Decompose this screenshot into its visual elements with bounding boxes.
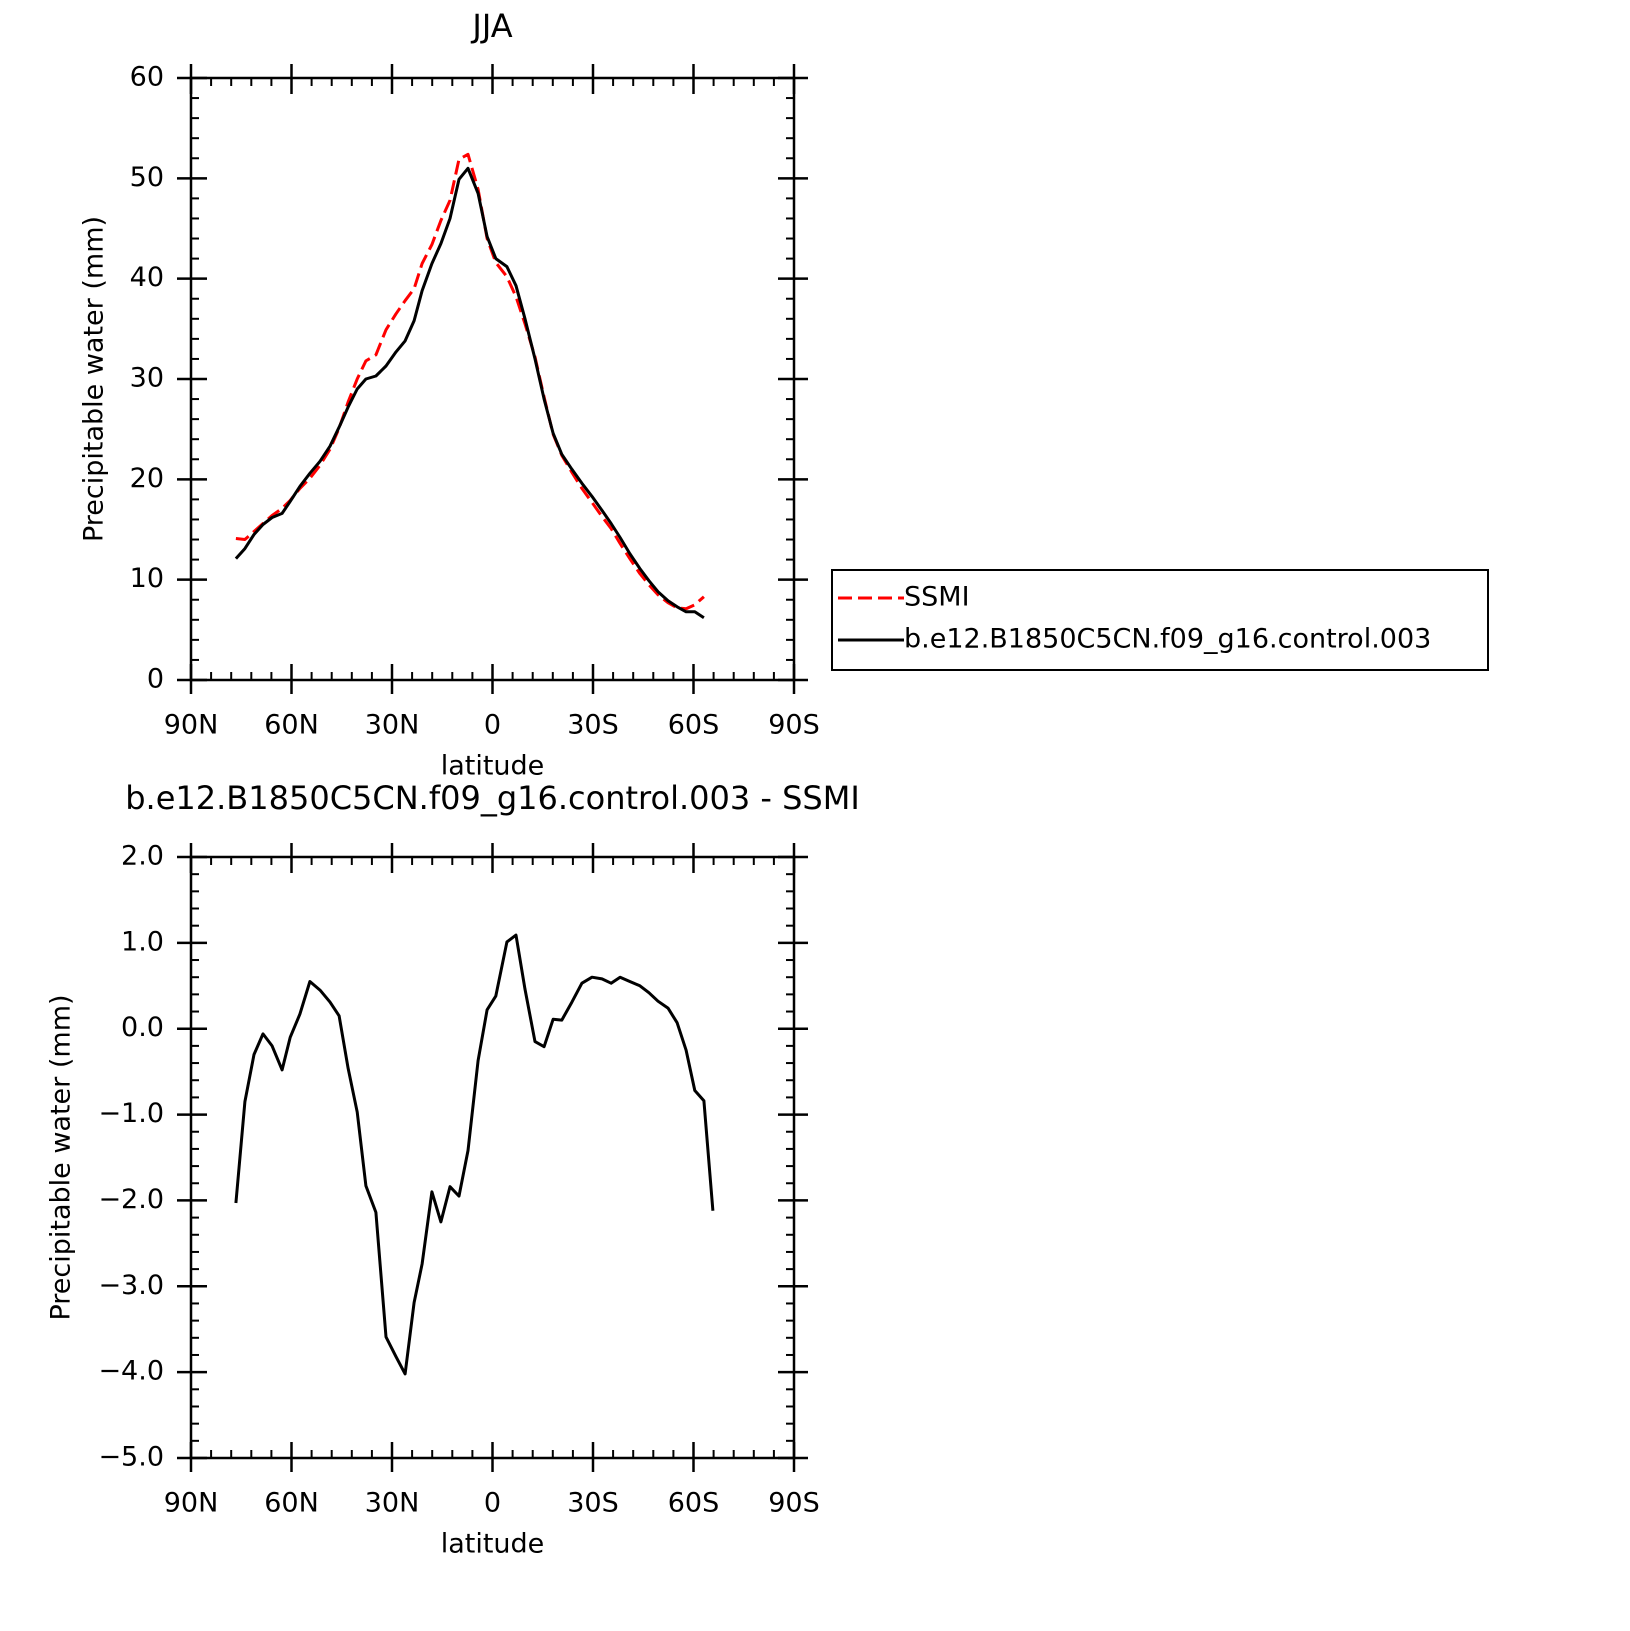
x-tick-label: 60N xyxy=(264,1488,319,1519)
x-axis-label: latitude xyxy=(441,1529,545,1560)
x-tick-label: 60N xyxy=(264,710,319,741)
y-axis-label: Precipitable water (mm) xyxy=(46,994,77,1320)
y-tick-label: −2.0 xyxy=(98,1184,164,1215)
y-tick-label: 2.0 xyxy=(121,841,164,872)
x-tick-label: 60S xyxy=(668,1488,720,1519)
x-tick-label: 90S xyxy=(768,1488,820,1519)
x-tick-label: 60S xyxy=(668,710,720,741)
y-tick-label: 30 xyxy=(130,363,164,394)
x-tick-label: 30N xyxy=(365,710,420,741)
y-tick-label: −1.0 xyxy=(98,1098,164,1129)
x-tick-label: 0 xyxy=(484,1488,501,1519)
y-tick-label: 10 xyxy=(130,563,164,594)
chart-title: b.e12.B1850C5CN.f09_g16.control.003 - SS… xyxy=(125,779,860,817)
x-axis-label: latitude xyxy=(441,751,545,782)
y-tick-label: −4.0 xyxy=(98,1356,164,1387)
plot-frame xyxy=(189,76,796,682)
legend-box xyxy=(831,569,1489,671)
y-tick-label: −5.0 xyxy=(98,1442,164,1473)
data-line xyxy=(235,152,705,611)
y-tick-label: 1.0 xyxy=(121,926,164,957)
plot-frame xyxy=(189,855,796,1460)
x-tick-label: 30S xyxy=(567,1488,619,1519)
legend-label: b.e12.B1850C5CN.f09_g16.control.003 xyxy=(904,624,1431,655)
y-tick-label: 20 xyxy=(130,463,164,494)
y-tick-label: −3.0 xyxy=(98,1270,164,1301)
x-tick-label: 90S xyxy=(768,710,820,741)
y-tick-label: 0 xyxy=(147,664,164,695)
legend-label: SSMI xyxy=(904,582,970,613)
y-tick-label: 0.0 xyxy=(121,1012,164,1043)
x-tick-label: 90N xyxy=(164,1488,219,1519)
data-line xyxy=(234,933,715,1376)
x-tick-label: 30S xyxy=(567,710,619,741)
y-axis-label: Precipitable water (mm) xyxy=(79,216,110,542)
x-tick-label: 90N xyxy=(164,710,219,741)
x-tick-label: 0 xyxy=(484,710,501,741)
x-tick-label: 30N xyxy=(365,1488,420,1519)
y-tick-label: 60 xyxy=(130,62,164,93)
chart-title: JJA xyxy=(470,7,512,45)
y-tick-label: 40 xyxy=(130,262,164,293)
y-tick-label: 50 xyxy=(130,162,164,193)
data-line xyxy=(234,166,705,620)
